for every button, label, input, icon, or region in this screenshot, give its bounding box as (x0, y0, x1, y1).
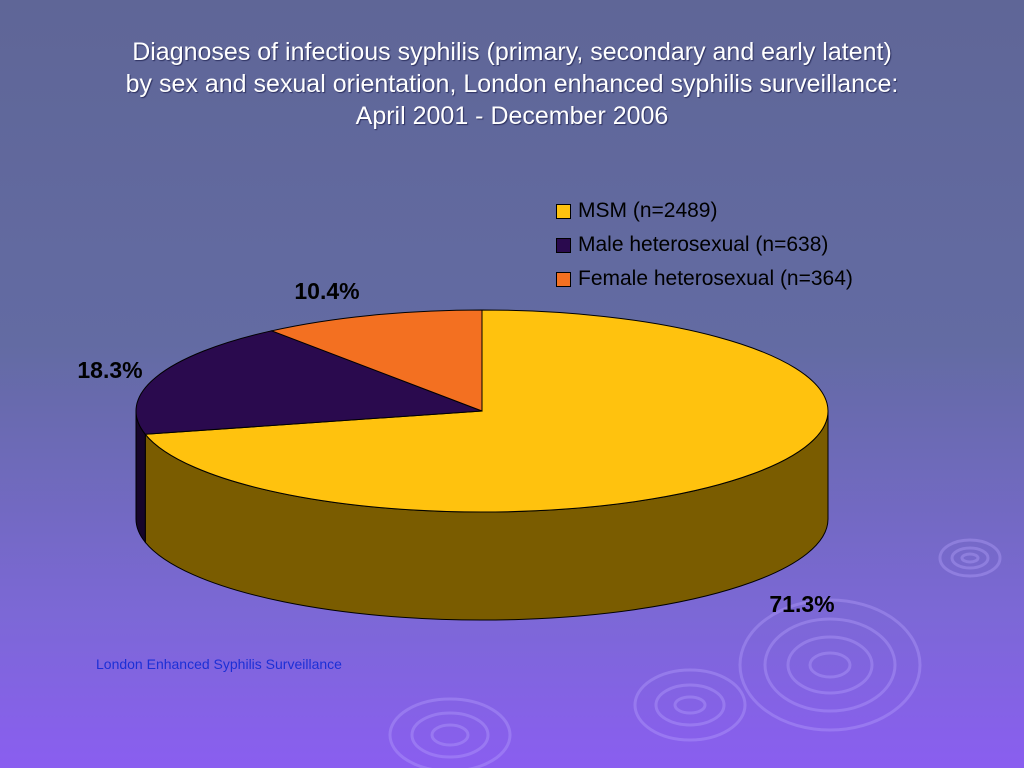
legend-item: MSM (n=2489) (556, 194, 853, 228)
legend-swatch-male-heterosexual (556, 237, 571, 253)
legend-item: Female heterosexual (n=364) (556, 262, 853, 296)
pie-slice-male-heterosexual (135, 330, 483, 435)
title-line-1: Diagnoses of infectious syphilis (primar… (132, 38, 892, 66)
source-note: London Enhanced Syphilis Surveillance (96, 656, 342, 672)
slide-title: Diagnoses of infectious syphilis (primar… (0, 36, 1024, 132)
pie-label-msm: 71.3% (769, 591, 834, 617)
pie-slice-msm (144, 309, 829, 513)
legend-label: Female heterosexual (n=364) (578, 267, 853, 290)
pie-label-male-heterosexual: 18.3% (77, 357, 142, 383)
title-line-2: by sex and sexual orientation, London en… (125, 70, 899, 98)
title-line-3: April 2001 - December 2006 (355, 102, 669, 130)
ripple-decoration (388, 538, 1002, 768)
pie-slice-female-heterosexual (269, 309, 483, 412)
legend-label: MSM (n=2489) (578, 199, 718, 222)
pie-label-female-heterosexual: 10.4% (294, 278, 359, 304)
legend: MSM (n=2489) Male heterosexual (n=638) F… (556, 194, 853, 296)
pie-labels: 71.3% 18.3% 10.4% (77, 278, 834, 617)
legend-label: Male heterosexual (n=638) (578, 233, 829, 256)
pie-tops (135, 309, 829, 513)
legend-swatch-female-heterosexual (556, 271, 571, 287)
legend-item: Male heterosexual (n=638) (556, 228, 853, 262)
legend-swatch-msm (556, 203, 571, 219)
